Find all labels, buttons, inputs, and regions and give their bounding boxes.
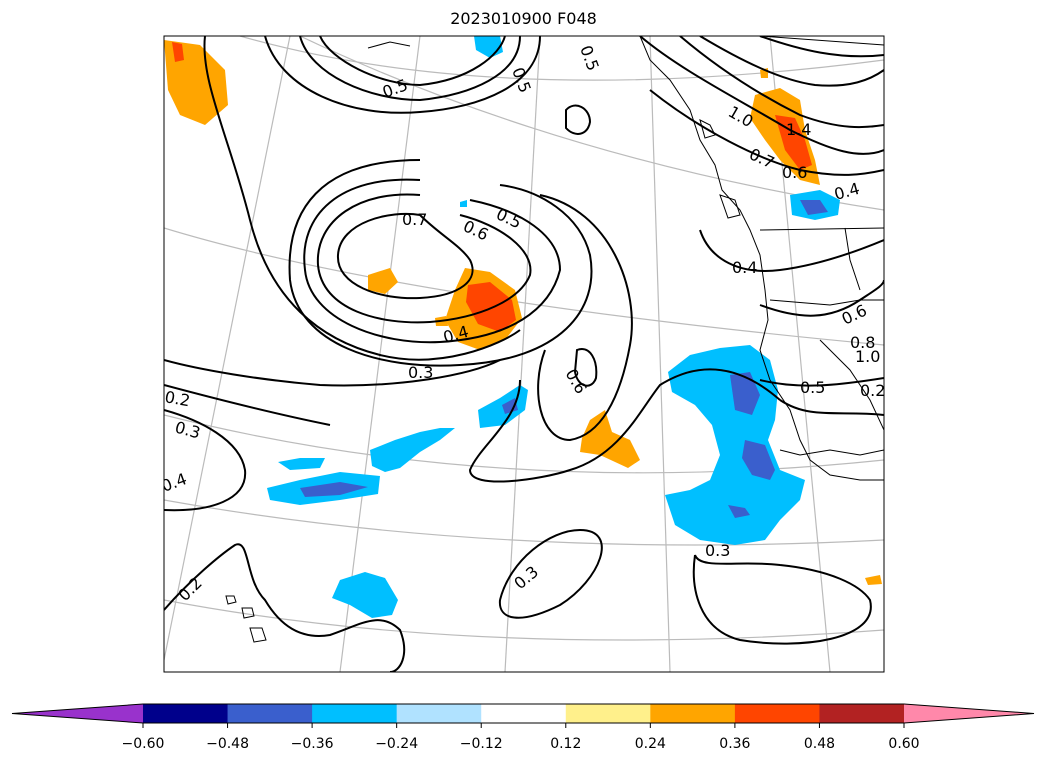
colorbar-tick-label: −0.36 xyxy=(291,736,334,752)
colorbar-extend-low xyxy=(12,704,143,723)
shading-positive xyxy=(164,40,882,585)
map-title: 2023010900 F048 xyxy=(450,9,597,28)
contour-label: 0.8 xyxy=(850,333,875,352)
colorbar-bin xyxy=(143,704,229,723)
contour-label: 1.4 xyxy=(786,120,811,139)
colorbar-tick-label: 0.48 xyxy=(804,736,835,752)
colorbar-tick-label: 0.60 xyxy=(888,736,919,752)
contour-label: 0.2 xyxy=(163,387,191,410)
colorbar: −0.60 −0.48 −0.36 −0.24 −0.12 0.12 0.24 0.36 0.4… xyxy=(11,703,1035,752)
colorbar-tick-label: −0.60 xyxy=(122,736,165,752)
contour-label: 0.5 xyxy=(800,378,825,397)
colorbar-bin xyxy=(396,704,482,723)
colorbar-bin xyxy=(650,704,736,723)
colorbar-bin xyxy=(481,704,567,723)
contour-label: 0.4 xyxy=(732,258,757,277)
colorbar-bin xyxy=(227,704,313,723)
map-border xyxy=(163,35,885,673)
coastlines xyxy=(225,36,884,643)
colorbar-bin xyxy=(565,704,651,723)
colorbar-tick-label: −0.24 xyxy=(375,736,418,752)
contour-label: 0.3 xyxy=(408,363,433,382)
colorbar-bin xyxy=(312,704,398,723)
colorbar-bin xyxy=(734,704,820,723)
contour-label: 1.0 xyxy=(855,347,880,366)
colorbar-tick-label: −0.48 xyxy=(206,736,249,752)
colorbar-extend-high xyxy=(904,704,1034,723)
colorbar-tick-label: 0.24 xyxy=(635,736,666,752)
colorbar-bin xyxy=(819,704,905,723)
contour-label: 0.2 xyxy=(860,381,885,400)
colorbar-tick-label: −0.12 xyxy=(460,736,503,752)
contour-lines xyxy=(164,36,884,672)
contour-label: 0.3 xyxy=(705,541,730,560)
contour-label: 0.7 xyxy=(402,210,427,229)
colorbar-tick-label: 0.36 xyxy=(719,736,750,752)
shading-negative xyxy=(267,36,840,618)
colorbar-tick-label: 0.12 xyxy=(550,736,581,752)
contour-label: 0.6 xyxy=(782,163,807,182)
